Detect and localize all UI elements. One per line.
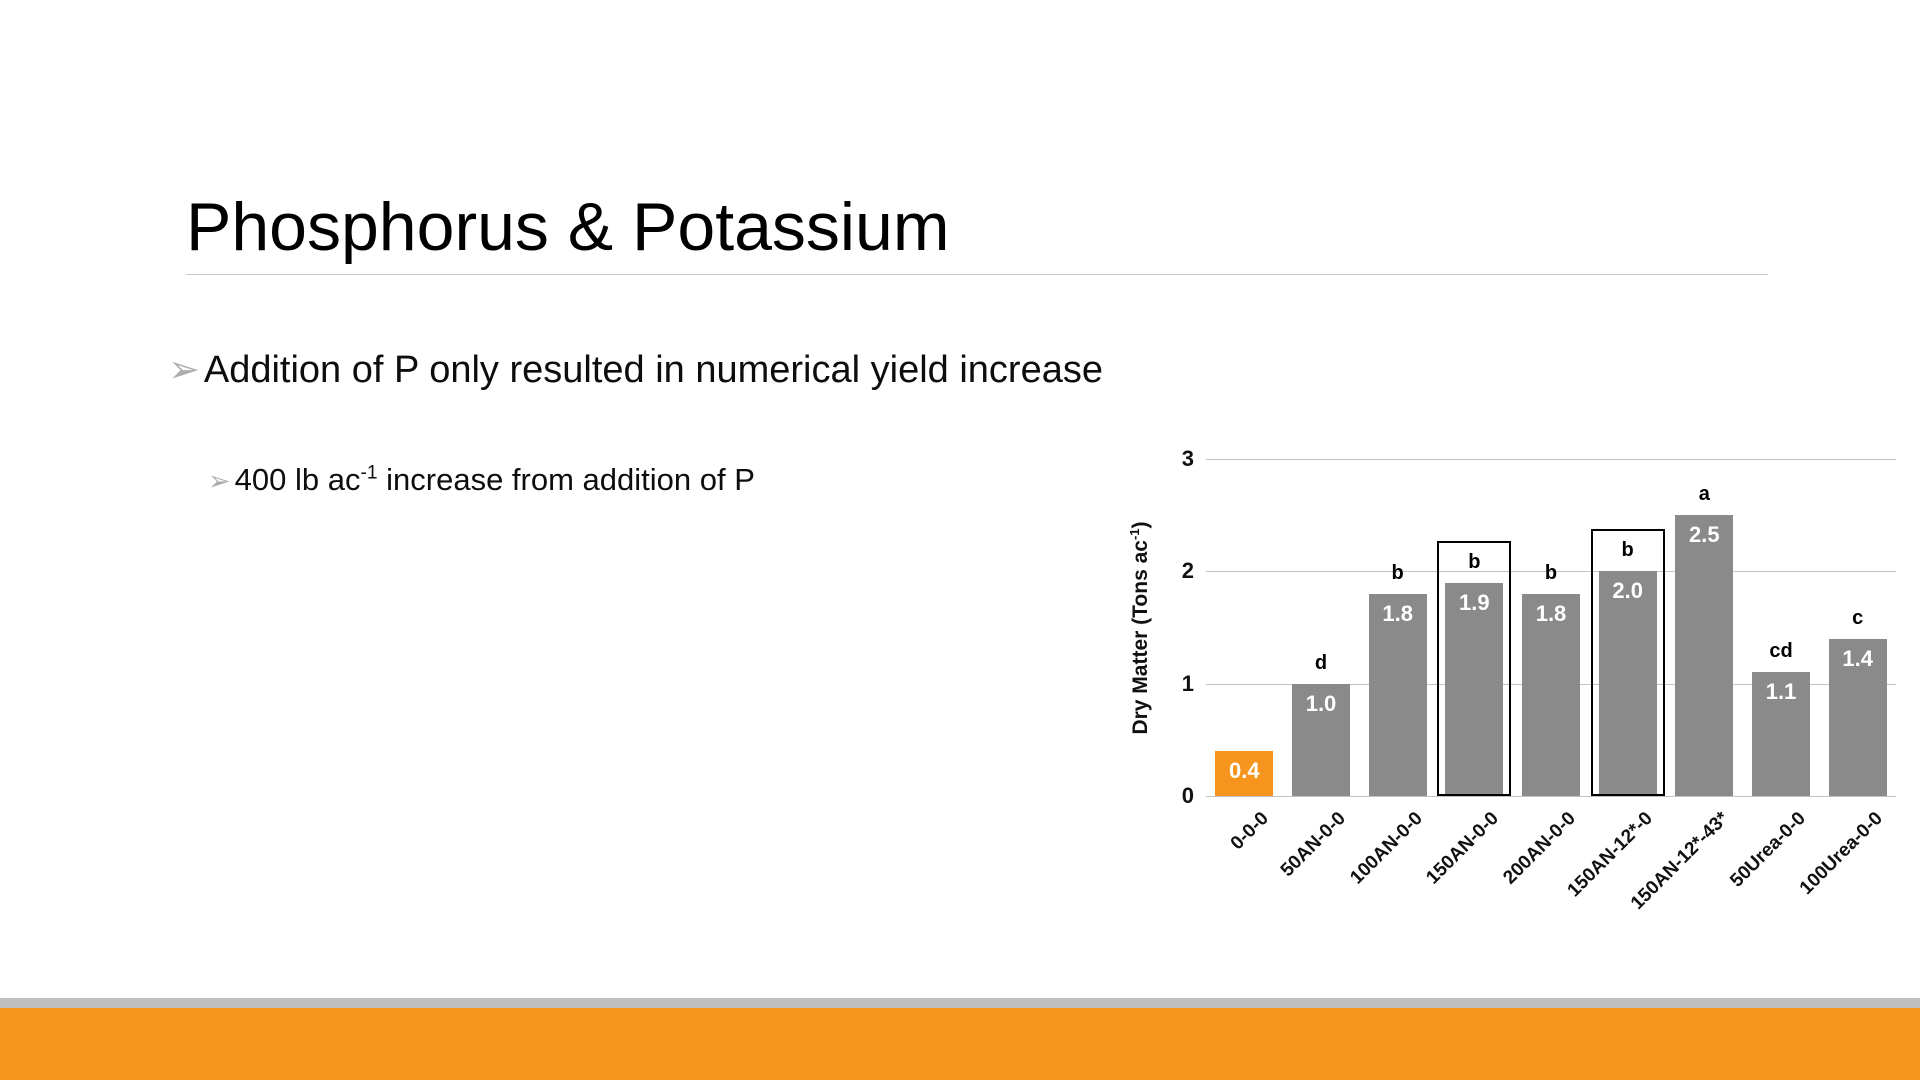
bar-value-label: 1.9 <box>1459 589 1490 615</box>
bar-letter-label: a <box>1698 483 1710 506</box>
bar <box>1292 683 1350 796</box>
x-axis-label: 150AN-12*-43* <box>1627 808 1734 914</box>
bar <box>1368 593 1427 796</box>
bar-value-label: 2.5 <box>1689 522 1720 548</box>
x-axis-label: 150AN-0-0 <box>1422 808 1504 889</box>
bar <box>1752 672 1810 796</box>
bar-letter-label: b <box>1544 561 1558 584</box>
bullet-arrow-icon: ➢ <box>168 349 200 391</box>
bullet-level2-superscript: -1 <box>360 462 378 484</box>
x-axis-label: 100Urea-0-0 <box>1795 808 1887 900</box>
footer-gray-stripe <box>0 998 1920 1008</box>
bar-letter-label: d <box>1314 651 1328 674</box>
y-tick-label: 3 <box>1181 446 1194 471</box>
bar-letter-label: cd <box>1769 640 1793 663</box>
y-axis-title-text: -1 <box>1127 527 1142 540</box>
footer-orange-band <box>0 1008 1920 1080</box>
bar-value-label: 1.4 <box>1842 645 1873 671</box>
bar <box>1828 638 1887 796</box>
bar-value-label: 1.8 <box>1382 600 1413 626</box>
bullet-level2-suffix: increase from addition of P <box>377 462 755 497</box>
bullet-arrow-icon: ➢ <box>208 466 231 496</box>
bullet-level2-prefix: 400 lb ac <box>234 462 361 497</box>
gridline <box>1206 571 1896 573</box>
x-axis-label: 150AN-12*-0 <box>1563 808 1657 902</box>
bar-value-label: 1.0 <box>1305 690 1337 716</box>
x-axis-label: 50AN-0-0 <box>1276 808 1350 882</box>
bar <box>1215 751 1274 796</box>
y-axis-title-text: Dry Matter (Tons ac <box>1129 539 1152 735</box>
bullet-level2: ➢ 400 lb ac-1 increase from addition of P <box>208 462 1108 498</box>
gridline <box>1206 796 1896 797</box>
title-divider <box>186 274 1768 275</box>
y-axis-title: Dry Matter (Tons ac-1) <box>1127 521 1153 734</box>
x-axis-label: 100AN-0-0 <box>1345 808 1427 889</box>
bar-letter-label: b <box>1621 539 1634 562</box>
y-tick-label: 1 <box>1181 670 1194 696</box>
x-axis-label: 200AN-0-0 <box>1499 808 1580 889</box>
x-axis-label: 0-0-0 <box>1226 808 1274 855</box>
page-title: Phosphorus & Potassium <box>186 188 950 265</box>
bar-value-label: 2.0 <box>1612 578 1643 604</box>
bar-highlight-box <box>1437 540 1512 796</box>
bar-value-label: 1.8 <box>1535 600 1567 626</box>
bar-letter-label: b <box>1468 550 1481 573</box>
bullet-level1: ➢ Addition of P only resulted in numerica… <box>168 345 1108 395</box>
gridline <box>1206 459 1896 460</box>
bar-value-label: 0.4 <box>1229 758 1260 784</box>
bar-highlight-box <box>1590 529 1665 796</box>
bar <box>1445 582 1504 796</box>
bar <box>1522 593 1580 796</box>
y-tick-label: 0 <box>1181 783 1194 808</box>
bar-value-label: 1.1 <box>1765 679 1797 705</box>
y-tick-label: 2 <box>1181 558 1194 584</box>
bar-letter-label: c <box>1852 606 1864 629</box>
bar-letter-label: b <box>1391 561 1404 584</box>
bullet-level1-text: Addition of P only resulted in numerical… <box>203 349 1103 391</box>
bar <box>1598 571 1657 796</box>
bar-chart: Dry Matter (Tons ac-1) 0.4 1.0 d 1.8 b 1.9 b 1.… <box>1120 440 1920 1020</box>
chart-plot: 0.4 1.0 d 1.8 b 1.9 b 1.8 b 2.0 b 2.5 a 1.1 cd 1.4 c <box>1206 459 1896 797</box>
bar <box>1675 515 1734 796</box>
x-axis-label: 50Urea-0-0 <box>1726 808 1810 892</box>
y-axis-title-text: ) <box>1129 520 1152 528</box>
